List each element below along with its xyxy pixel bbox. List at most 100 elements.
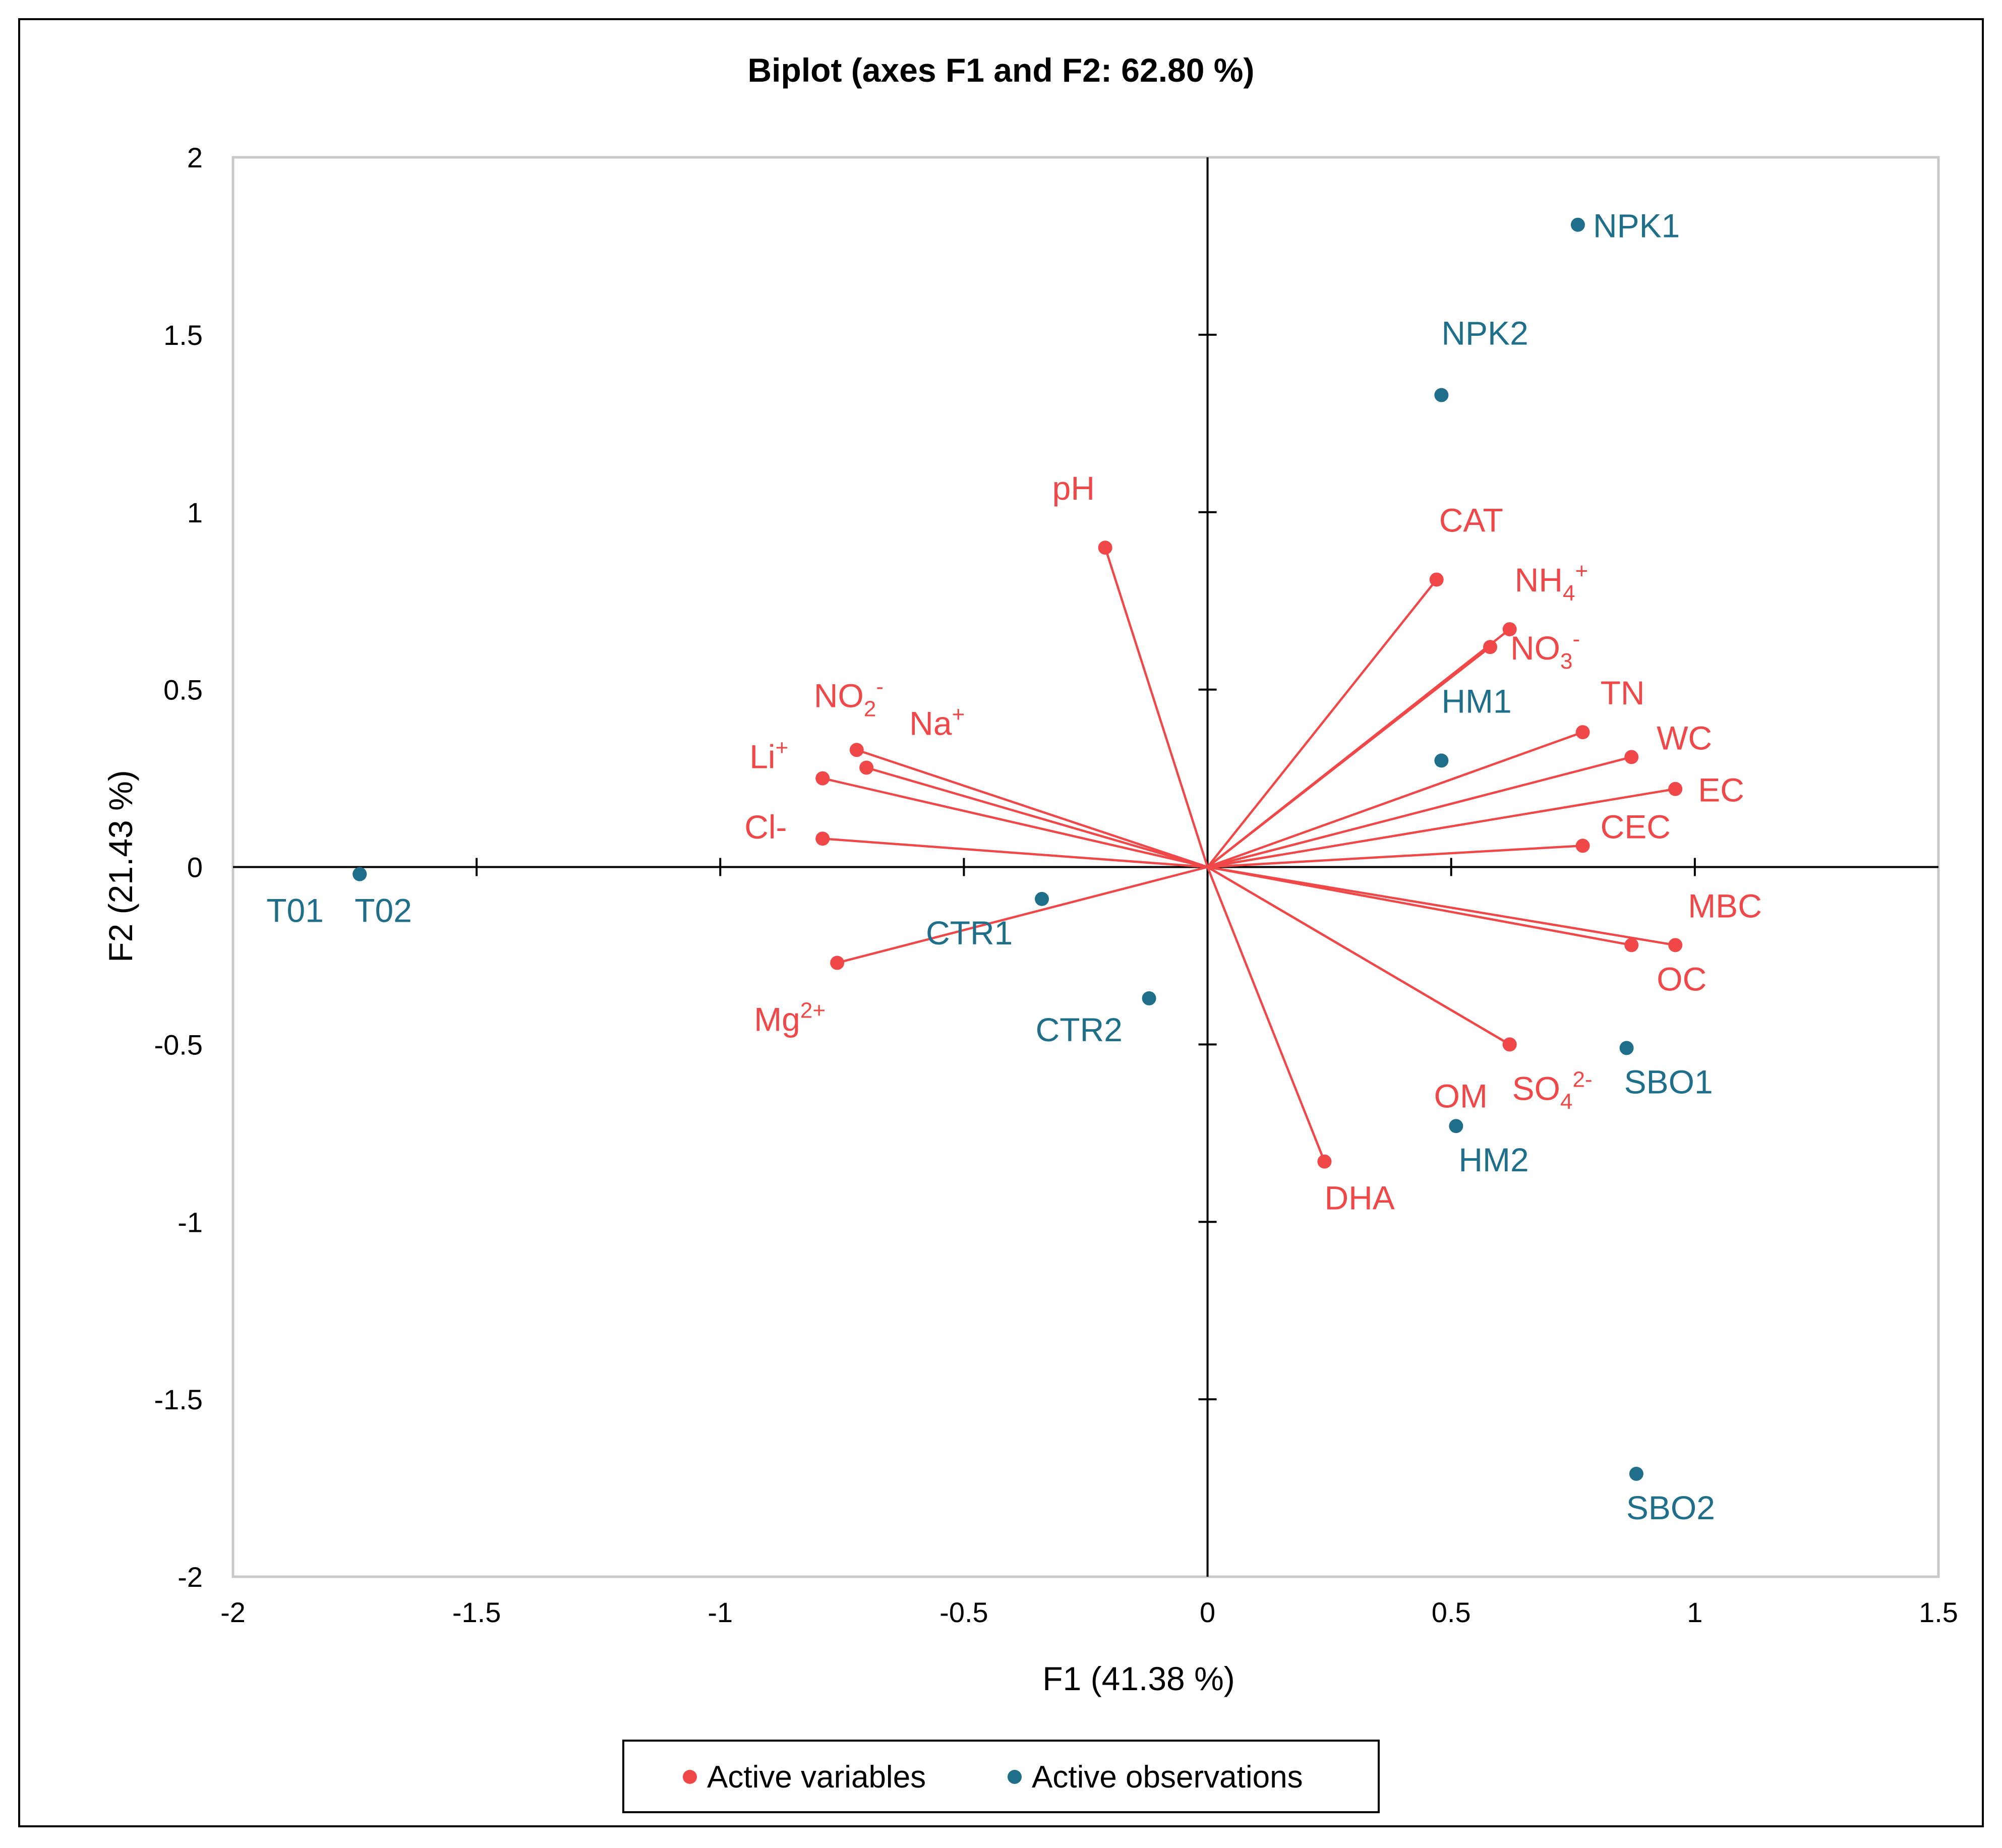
y-axis-title: F2 (21.43 %): [102, 770, 139, 963]
variable-point-mbc: [1668, 938, 1683, 952]
vector-tn: [1207, 731, 1583, 868]
variable-point-dha: [1317, 1154, 1332, 1169]
vector-cat: [1206, 579, 1438, 868]
labels-layer: pH CAT NH4+ NO3- TN WC EC CEC MBC OC OM SO42- DHA NO2…: [266, 207, 1762, 1526]
variable-label-cl: Cl-: [744, 808, 787, 846]
observation-label-sbo1: SBO1: [1624, 1063, 1713, 1100]
x-tick-label: -1.5: [452, 1596, 501, 1628]
x-tick-label: -2: [220, 1596, 246, 1628]
variable-label-no2: NO2-: [814, 674, 884, 721]
x-tick-label: 1.5: [1919, 1596, 1958, 1628]
observation-point-ctr1: [1035, 891, 1049, 906]
variable-label-wc: WC: [1657, 719, 1712, 756]
variable-point-wc: [1624, 750, 1639, 764]
variable-point-na: [859, 760, 874, 775]
vector-cec: [1207, 845, 1583, 868]
x-tick-label: 0.5: [1432, 1596, 1471, 1628]
variable-label-cec: CEC: [1601, 808, 1671, 845]
observation-label-sbo2: SBO2: [1626, 1489, 1715, 1526]
variable-label-ec: EC: [1698, 771, 1744, 809]
variable-point-nh4: [1502, 622, 1517, 636]
variable-point-ec: [1668, 782, 1683, 796]
x-tick-label: 1: [1687, 1596, 1702, 1628]
observation-point-hm1: [1434, 753, 1449, 768]
vector-na: [866, 766, 1208, 868]
observation-label-hm1: HM1: [1441, 682, 1511, 720]
observation-point-npk2: [1434, 388, 1449, 402]
variable-label-mg2: Mg2+: [754, 998, 826, 1038]
vector-no2: [856, 749, 1208, 868]
variable-point-cec: [1575, 839, 1590, 853]
variable-point-no3: [1483, 640, 1498, 654]
variable-label-na: Na+: [909, 702, 965, 742]
chart-title: Biplot (axes F1 and F2: 62.80 %): [748, 51, 1255, 89]
variable-label-tn: TN: [1601, 674, 1645, 711]
observation-label-npk1: NPK1: [1593, 207, 1680, 245]
vector-dha: [1206, 866, 1326, 1162]
vectors-layer: [822, 547, 1676, 1162]
observation-label-t01: T01: [266, 892, 324, 929]
legend-marker-observations: [1008, 1770, 1022, 1784]
observation-point-hm2: [1449, 1119, 1463, 1134]
variable-point-no2: [849, 743, 864, 757]
axes-layer: -2 -1.5 -1 -0.5 0 0.5 1 1.5 -2 -1.5 -1 -0.5 0 0.5 1 1.5…: [154, 142, 1958, 1628]
outer-border: [18, 18, 1984, 1827]
variable-label-dha: DHA: [1324, 1179, 1394, 1217]
legend-label-observations: Active observations: [1032, 1760, 1303, 1795]
y-tick-label: 0: [187, 852, 203, 883]
y-tick-label: 1.5: [163, 319, 203, 351]
points-layer: [352, 217, 1683, 1481]
variable-label-li: Li+: [749, 736, 788, 776]
variable-label-om: OM: [1434, 1077, 1488, 1114]
variable-point-oc: [1624, 938, 1639, 952]
variable-label-ph: pH: [1052, 469, 1095, 507]
y-tick-label: -0.5: [154, 1029, 203, 1060]
y-tick-label: -1.5: [154, 1384, 203, 1415]
vector-ec: [1207, 788, 1676, 868]
observation-point-npk1: [1570, 217, 1585, 232]
observation-label-t02: T02: [355, 892, 412, 929]
observation-label-npk2: NPK2: [1441, 315, 1528, 352]
vector-wc: [1207, 756, 1632, 868]
variable-point-tn: [1575, 725, 1590, 740]
variable-point-ph: [1098, 541, 1112, 555]
y-tick-label: -1: [178, 1206, 203, 1238]
vector-mbc: [1207, 866, 1676, 946]
legend: Active variables Active observations: [622, 1740, 1380, 1813]
observation-point-sbo1: [1619, 1041, 1634, 1055]
vector-cl: [822, 837, 1208, 868]
observation-label-ctr2: CTR2: [1036, 1011, 1123, 1048]
variable-label-oc: OC: [1657, 960, 1706, 997]
variable-label-no3: NO3-: [1510, 627, 1580, 674]
variable-point-so42: [1502, 1037, 1517, 1052]
x-tick-label: -0.5: [939, 1596, 988, 1628]
vector-mg2: [837, 866, 1208, 964]
vector-oc: [1207, 866, 1632, 946]
vector-li: [822, 777, 1208, 868]
variable-label-mbc: MBC: [1688, 887, 1762, 924]
variable-label-cat: CAT: [1439, 501, 1503, 539]
legend-label-variables: Active variables: [707, 1760, 926, 1795]
observation-point-sbo2: [1629, 1466, 1643, 1481]
x-axis-title: F1 (41.38 %): [1042, 1660, 1235, 1697]
vector-so42: [1207, 866, 1510, 1046]
observation-label-hm2: HM2: [1458, 1141, 1528, 1178]
y-tick-label: 2: [187, 142, 203, 173]
observation-point-t02: [352, 867, 367, 881]
y-tick-label: 0.5: [163, 674, 203, 706]
vector-no3: [1207, 646, 1491, 868]
observation-label-ctr1: CTR1: [926, 914, 1013, 951]
variable-point-mg2: [830, 956, 845, 970]
observation-point-ctr2: [1142, 991, 1156, 1005]
legend-box: [622, 1740, 1380, 1813]
variable-point-li: [815, 771, 830, 786]
legend-marker-variables: [683, 1770, 697, 1784]
x-tick-label: -1: [708, 1596, 733, 1628]
variable-label-so42: SO42-: [1512, 1067, 1593, 1114]
variable-label-nh4: NH4+: [1515, 559, 1588, 606]
y-tick-label: -2: [178, 1561, 203, 1593]
variable-point-cat: [1429, 572, 1444, 587]
vector-ph: [1104, 547, 1209, 868]
y-tick-label: 1: [187, 497, 203, 528]
